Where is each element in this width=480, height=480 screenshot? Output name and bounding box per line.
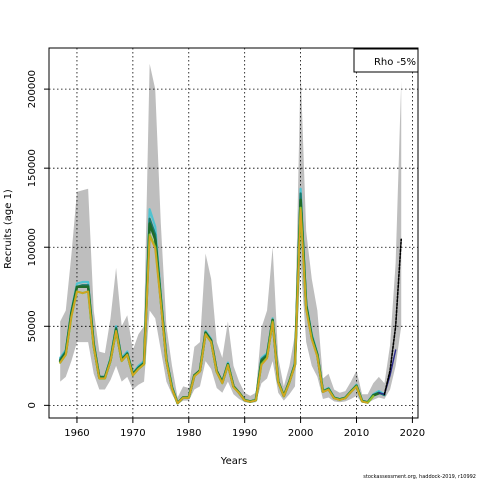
y-tick-label: 150000 bbox=[27, 149, 38, 187]
x-tick-label: 2000 bbox=[288, 428, 313, 439]
source-footer: stockassessment.org, haddock-2019, r1099… bbox=[363, 474, 476, 480]
grid-layer bbox=[49, 48, 418, 418]
series-line-orange bbox=[59, 208, 369, 404]
y-tick-label: 100000 bbox=[27, 228, 38, 266]
legend-box: Rho -5% bbox=[353, 48, 419, 73]
x-tick-label: 2020 bbox=[400, 428, 425, 439]
series-line-black bbox=[383, 238, 403, 396]
plot-frame bbox=[48, 47, 419, 419]
x-tick-label: 2010 bbox=[344, 428, 369, 439]
x-tick-label: 1960 bbox=[64, 428, 89, 439]
series-line-navy bbox=[378, 349, 397, 395]
y-axis-title: Recruits (age 1) bbox=[3, 189, 14, 269]
y-tick-label: 50000 bbox=[27, 310, 38, 342]
axis-layer: 1960 1970 1980 1990 2000 2010 2020 0 50000 100000… bbox=[27, 70, 425, 439]
y-tick-label: 0 bbox=[27, 402, 38, 408]
legend-label: Rho -5% bbox=[374, 57, 416, 68]
x-tick-label: 1990 bbox=[232, 428, 257, 439]
legend-frame bbox=[353, 48, 419, 73]
y-tick-label: 200000 bbox=[27, 70, 38, 108]
x-axis-title: Years bbox=[220, 456, 247, 467]
x-tick-label: 1970 bbox=[120, 428, 145, 439]
x-tick-label: 1980 bbox=[176, 428, 201, 439]
series-layer bbox=[58, 187, 403, 405]
